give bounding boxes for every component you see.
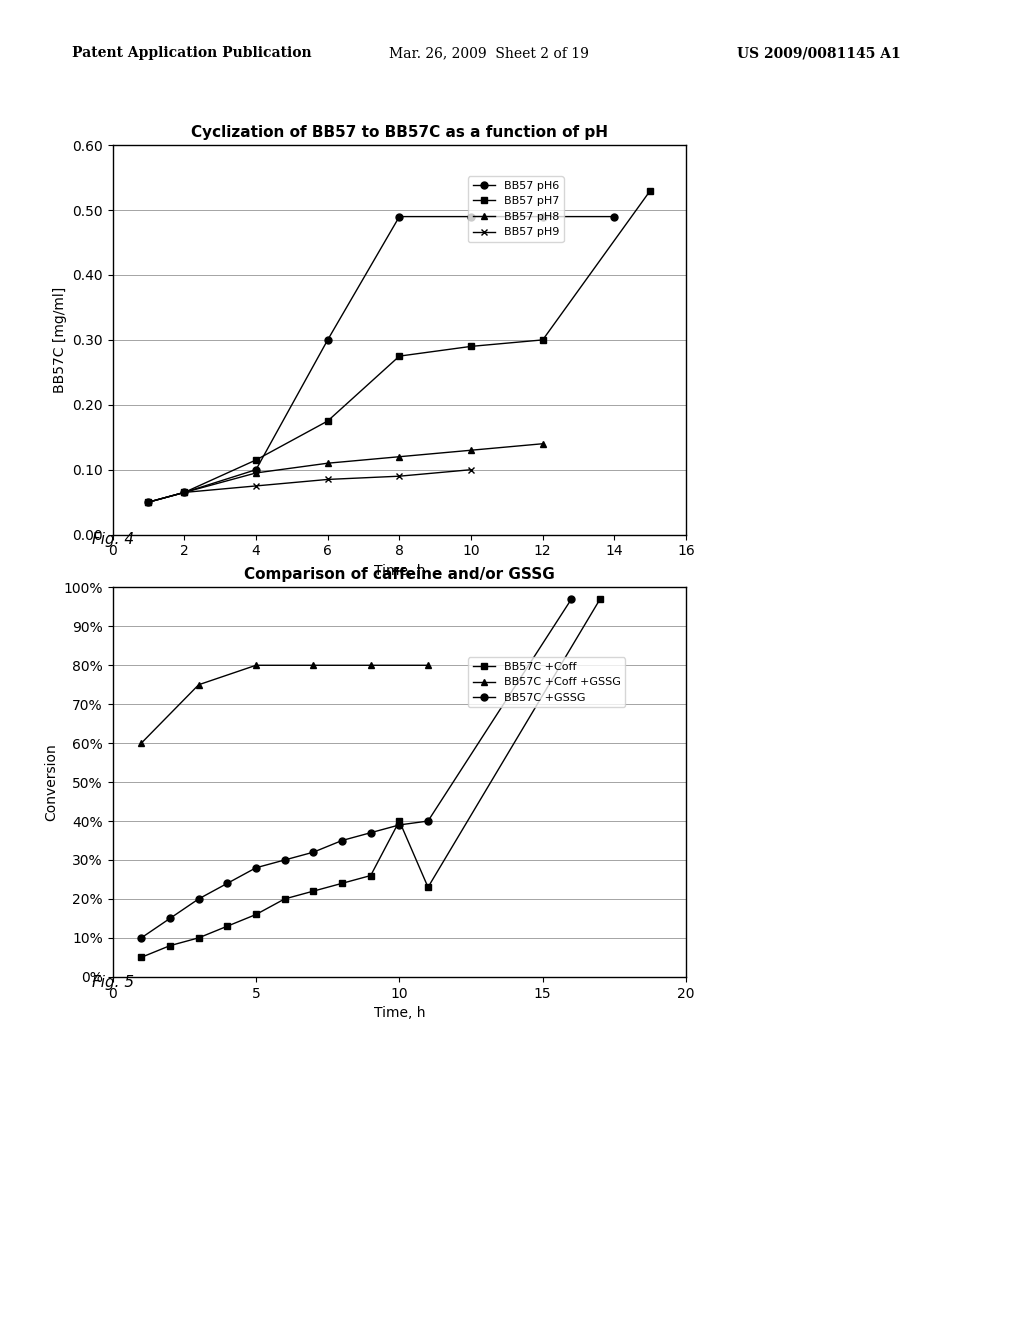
BB57 pH8	[465, 442, 477, 458]
BB57C +Coff +GSSG	[193, 677, 205, 693]
BB57 pH6	[250, 462, 262, 478]
X-axis label: Time, h: Time, h	[374, 564, 425, 578]
BB57C +Coff	[422, 879, 434, 895]
Text: Fig. 4: Fig. 4	[92, 532, 134, 546]
BB57 pH6	[465, 209, 477, 224]
BB57C +GSSG	[336, 833, 348, 849]
BB57C +GSSG	[279, 853, 291, 869]
BB57 pH9	[250, 478, 262, 494]
BB57 pH6	[142, 494, 155, 510]
BB57C +Coff +GSSG	[422, 657, 434, 673]
X-axis label: Time, h: Time, h	[374, 1006, 425, 1020]
BB57C +Coff +GSSG	[250, 657, 262, 673]
BB57C +Coff	[164, 937, 176, 953]
BB57C +GSSG	[393, 817, 406, 833]
BB57C +Coff	[135, 949, 147, 965]
BB57 pH7	[178, 484, 190, 500]
Text: Fig. 5: Fig. 5	[92, 975, 134, 990]
BB57C +GSSG	[365, 825, 377, 841]
BB57C +Coff	[307, 883, 319, 899]
BB57 pH7	[465, 338, 477, 354]
BB57C +Coff	[250, 907, 262, 923]
BB57 pH8	[250, 465, 262, 480]
Line: BB57 pH7: BB57 pH7	[145, 187, 653, 506]
Line: BB57C +Coff +GSSG: BB57C +Coff +GSSG	[138, 661, 431, 747]
BB57 pH6	[322, 333, 334, 348]
BB57 pH8	[142, 494, 155, 510]
BB57 pH7	[393, 348, 406, 364]
BB57 pH6	[608, 209, 621, 224]
BB57 pH7	[250, 451, 262, 467]
BB57C +Coff +GSSG	[135, 735, 147, 751]
BB57C +Coff	[365, 867, 377, 883]
BB57 pH9	[322, 471, 334, 487]
BB57C +GSSG	[565, 591, 578, 607]
BB57 pH6	[178, 484, 190, 500]
Legend: BB57C +Coff, BB57C +Coff +GSSG, BB57C +GSSG: BB57C +Coff, BB57C +Coff +GSSG, BB57C +G…	[468, 657, 625, 708]
BB57 pH9	[142, 494, 155, 510]
BB57C +GSSG	[193, 891, 205, 907]
BB57 pH7	[644, 182, 656, 198]
BB57C +GSSG	[250, 859, 262, 875]
BB57C +Coff +GSSG	[365, 657, 377, 673]
BB57C +GSSG	[135, 929, 147, 945]
BB57 pH7	[537, 333, 549, 348]
Title: Comparison of caffeine and/or GSSG: Comparison of caffeine and/or GSSG	[244, 568, 555, 582]
BB57 pH8	[393, 449, 406, 465]
BB57C +Coff +GSSG	[307, 657, 319, 673]
Y-axis label: Conversion: Conversion	[44, 743, 58, 821]
Line: BB57 pH6: BB57 pH6	[145, 213, 617, 506]
Y-axis label: BB57C [mg/ml]: BB57C [mg/ml]	[52, 286, 67, 393]
Line: BB57 pH8: BB57 pH8	[145, 441, 546, 506]
BB57 pH9	[393, 469, 406, 484]
BB57 pH8	[178, 484, 190, 500]
BB57C +Coff	[594, 591, 606, 607]
BB57C +Coff	[393, 813, 406, 829]
BB57C +GSSG	[307, 845, 319, 861]
BB57 pH9	[178, 484, 190, 500]
Line: BB57C +GSSG: BB57C +GSSG	[138, 595, 574, 941]
BB57 pH9	[465, 462, 477, 478]
Text: US 2009/0081145 A1: US 2009/0081145 A1	[737, 46, 901, 61]
BB57 pH8	[322, 455, 334, 471]
BB57 pH6	[537, 209, 549, 224]
Legend: BB57 pH6, BB57 pH7, BB57 pH8, BB57 pH9: BB57 pH6, BB57 pH7, BB57 pH8, BB57 pH9	[468, 177, 563, 242]
BB57 pH7	[142, 494, 155, 510]
BB57C +GSSG	[164, 911, 176, 927]
BB57 pH8	[537, 436, 549, 451]
BB57 pH6	[393, 209, 406, 224]
BB57 pH7	[322, 413, 334, 429]
BB57C +GSSG	[221, 875, 233, 891]
Line: BB57 pH9: BB57 pH9	[145, 466, 474, 506]
Title: Cyclization of BB57 to BB57C as a function of pH: Cyclization of BB57 to BB57C as a functi…	[190, 125, 608, 140]
BB57C +Coff	[336, 875, 348, 891]
BB57C +GSSG	[422, 813, 434, 829]
Text: Patent Application Publication: Patent Application Publication	[72, 46, 311, 61]
Line: BB57C +Coff: BB57C +Coff	[138, 595, 603, 961]
Text: Mar. 26, 2009  Sheet 2 of 19: Mar. 26, 2009 Sheet 2 of 19	[389, 46, 589, 61]
BB57C +Coff	[279, 891, 291, 907]
BB57C +Coff	[193, 929, 205, 945]
BB57C +Coff	[221, 919, 233, 935]
